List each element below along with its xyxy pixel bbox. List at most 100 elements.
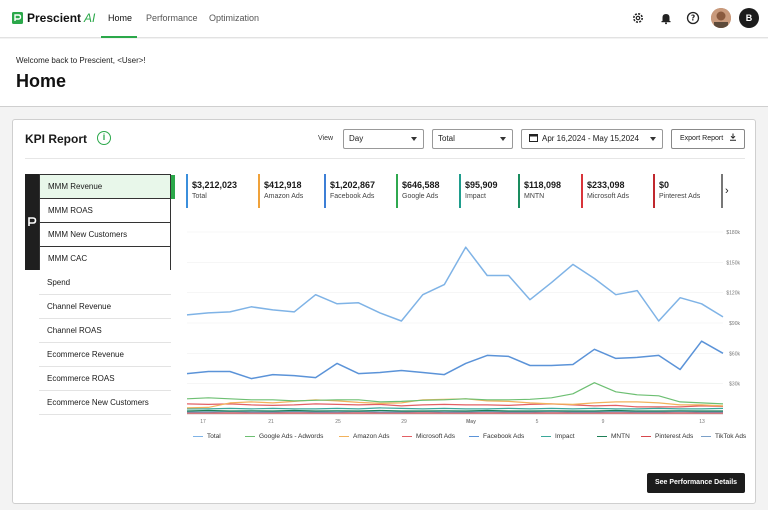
total-select[interactable]: Total bbox=[432, 129, 513, 149]
legend-swatch bbox=[641, 435, 651, 438]
top-nav: Prescient AI Home Performance Optimizatio… bbox=[0, 0, 768, 38]
kpi-value: $118,098 bbox=[524, 180, 562, 190]
help-icon[interactable]: ? bbox=[686, 11, 700, 25]
kpi-tile[interactable]: $0 Pinterest Ads bbox=[653, 174, 700, 208]
avatar-photo-icon bbox=[711, 8, 731, 28]
x-tick-label: 21 bbox=[268, 419, 274, 425]
active-indicator bbox=[171, 175, 175, 199]
logo[interactable]: Prescient AI bbox=[12, 11, 95, 25]
kpi-value: $1,202,867 bbox=[330, 180, 376, 190]
legend-item[interactable]: Microsoft Ads bbox=[402, 433, 455, 440]
metric-label: MMM Revenue bbox=[48, 182, 103, 191]
legend-item[interactable]: Impact bbox=[541, 433, 575, 440]
legend-label: Facebook Ads bbox=[483, 433, 525, 440]
bell-icon[interactable] bbox=[659, 11, 673, 25]
legend-item[interactable]: MNTN bbox=[597, 433, 630, 440]
total-select-value: Total bbox=[438, 134, 455, 143]
kpi-color-bar bbox=[459, 174, 461, 208]
legend-label: Microsoft Ads bbox=[416, 433, 456, 440]
legend-item[interactable]: TikTok Ads bbox=[701, 433, 746, 440]
metric-ecommerce-roas[interactable]: Ecommerce ROAS bbox=[39, 367, 171, 391]
kpi-label: Amazon Ads bbox=[264, 193, 304, 200]
metric-mmm-new-customers[interactable]: MMM New Customers bbox=[40, 223, 170, 247]
kpi-label: MNTN bbox=[524, 193, 545, 200]
gear-icon[interactable] bbox=[631, 11, 645, 25]
kpi-tile[interactable]: $412,918 Amazon Ads bbox=[258, 174, 303, 208]
legend-item[interactable]: Facebook Ads bbox=[469, 433, 524, 440]
kpi-tile[interactable]: $646,588 Google Ads bbox=[396, 174, 440, 208]
metric-label: MMM New Customers bbox=[48, 230, 128, 239]
avatar[interactable] bbox=[711, 8, 731, 28]
export-report-button[interactable]: Export Report bbox=[671, 129, 745, 149]
active-tab-underline bbox=[101, 36, 137, 38]
kpi-value: $3,212,023 bbox=[192, 180, 238, 190]
series-line bbox=[186, 382, 724, 405]
page-header: Welcome back to Prescient, <User>! Home bbox=[0, 39, 768, 107]
metric-channel-roas[interactable]: Channel ROAS bbox=[39, 319, 171, 343]
user-menu-button[interactable]: B bbox=[739, 8, 759, 28]
series-line bbox=[187, 407, 724, 410]
page-title: Home bbox=[16, 71, 67, 91]
kpi-value: $233,098 bbox=[587, 180, 625, 190]
view-select-value: Day bbox=[349, 134, 364, 143]
legend-item[interactable]: Google Ads - Adwords bbox=[245, 433, 323, 440]
calendar-icon bbox=[529, 134, 538, 142]
kpi-label: Facebook Ads bbox=[330, 193, 375, 200]
x-tick-label: 29 bbox=[401, 419, 407, 425]
info-icon[interactable]: i bbox=[97, 131, 111, 145]
y-tick-label: $120k bbox=[726, 291, 740, 297]
metric-mmm-roas[interactable]: MMM ROAS bbox=[40, 199, 170, 223]
legend-swatch bbox=[701, 435, 711, 438]
kpi-color-bar bbox=[258, 174, 260, 208]
kpi-label: Impact bbox=[465, 193, 487, 200]
welcome-message: Welcome back to Prescient, <User>! bbox=[16, 56, 146, 65]
y-tick-label: $60k bbox=[729, 351, 740, 357]
chart-legend: Total Google Ads - Adwords Amazon Ads Micro… bbox=[193, 433, 753, 445]
kpi-tile[interactable]: $118,098 MNTN bbox=[518, 174, 561, 208]
legend-label: Total bbox=[207, 433, 221, 440]
legend-label: MNTN bbox=[611, 433, 630, 440]
legend-item[interactable]: Amazon Ads bbox=[339, 433, 390, 440]
kpi-tile[interactable]: $95,909 Impact bbox=[459, 174, 498, 208]
metric-mmm-cac[interactable]: MMM CAC bbox=[40, 247, 170, 271]
kpi-color-bar bbox=[653, 174, 655, 208]
kpi-tile[interactable]: $3,212,023 Total bbox=[186, 174, 237, 208]
view-label: View bbox=[318, 135, 334, 142]
legend-label: TikTok Ads bbox=[715, 433, 747, 440]
kpi-label: Total bbox=[192, 193, 207, 200]
metric-ecommerce-revenue[interactable]: Ecommerce Revenue bbox=[39, 343, 171, 367]
kpi-tile[interactable] bbox=[721, 174, 727, 208]
kpi-value: $95,909 bbox=[465, 180, 498, 190]
x-tick-label: 17 bbox=[200, 419, 206, 425]
kpi-tile[interactable]: $1,202,867 Facebook Ads bbox=[324, 174, 375, 208]
metric-spend[interactable]: Spend bbox=[39, 271, 171, 295]
metric-label: MMM CAC bbox=[48, 254, 88, 263]
kpi-color-bar bbox=[396, 174, 398, 208]
legend-swatch bbox=[245, 435, 255, 438]
x-tick-label: May bbox=[466, 419, 476, 425]
kpi-tile[interactable]: $233,098 Microsoft Ads bbox=[581, 174, 629, 208]
see-performance-details-button[interactable]: See Performance Details bbox=[647, 473, 745, 493]
legend-item[interactable]: Total bbox=[193, 433, 221, 440]
date-range-picker[interactable]: Apr 16,2024 - May 15,2024 bbox=[521, 129, 663, 149]
chevron-right-icon[interactable]: › bbox=[725, 185, 729, 197]
kpi-color-bar bbox=[518, 174, 520, 208]
view-select[interactable]: Day bbox=[343, 129, 424, 149]
prescient-logo-icon bbox=[28, 217, 37, 226]
tab-performance[interactable]: Performance bbox=[146, 13, 198, 23]
tab-optimization[interactable]: Optimization bbox=[209, 13, 260, 23]
svg-text:?: ? bbox=[691, 14, 695, 23]
y-tick-label: $150k bbox=[726, 260, 740, 266]
metric-ecommerce-new-customers[interactable]: Ecommerce New Customers bbox=[39, 391, 171, 415]
x-tick-label: 13 bbox=[699, 419, 705, 425]
tab-home[interactable]: Home bbox=[108, 13, 133, 23]
kpi-label: Pinterest Ads bbox=[659, 193, 701, 200]
kpi-color-bar bbox=[721, 174, 723, 208]
date-range-value: Apr 16,2024 - May 15,2024 bbox=[542, 134, 639, 143]
metric-mmm-revenue[interactable]: MMM Revenue bbox=[40, 175, 175, 199]
metric-channel-revenue[interactable]: Channel Revenue bbox=[39, 295, 171, 319]
legend-item[interactable]: Pinterest Ads bbox=[641, 433, 693, 440]
x-tick-label: 9 bbox=[602, 419, 605, 425]
legend-label: Amazon Ads bbox=[353, 433, 390, 440]
y-tick-label: $90k bbox=[729, 321, 740, 327]
